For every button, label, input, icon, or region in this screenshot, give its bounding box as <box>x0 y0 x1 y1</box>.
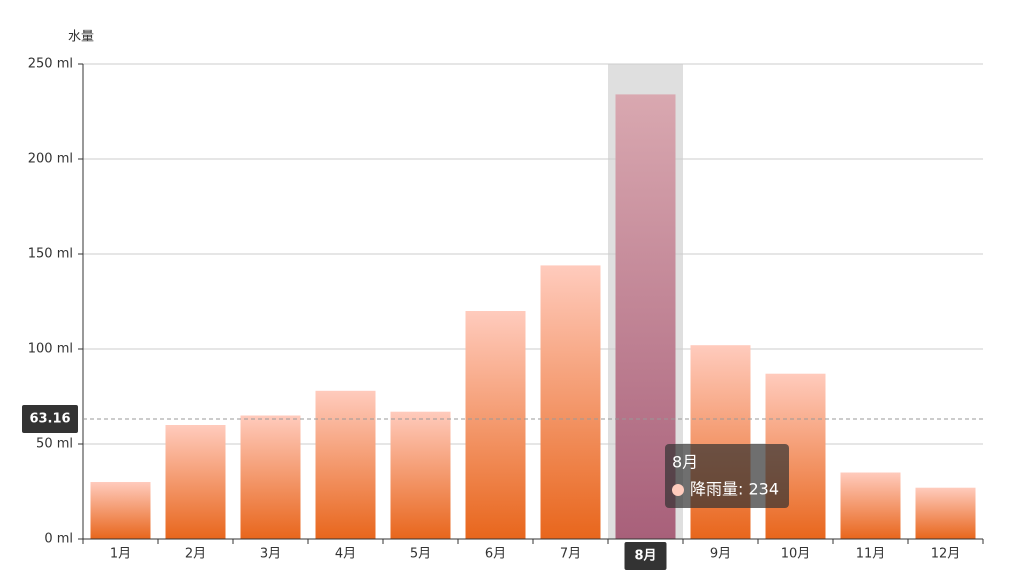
x-tick-label: 11月 <box>856 547 886 562</box>
bar <box>240 415 301 539</box>
tooltip-text: 降雨量: 234 <box>690 480 779 499</box>
tooltip-marker <box>672 484 684 496</box>
x-tick-label: 5月 <box>410 547 431 562</box>
y-axis-name: 水量 <box>68 30 94 45</box>
bar <box>390 411 451 539</box>
y-tick-label: 200 ml <box>28 152 73 167</box>
x-pointer-label-bg <box>624 542 667 570</box>
bar <box>465 311 526 539</box>
x-tick-label: 1月 <box>110 547 131 562</box>
x-tick-label: 8月 <box>634 549 656 564</box>
bar <box>165 425 226 539</box>
x-tick-label: 7月 <box>560 547 581 562</box>
bar <box>840 472 901 539</box>
x-tick-label: 2月 <box>185 547 206 562</box>
y-tick-label: 50 ml <box>36 437 73 452</box>
tooltip-title: 8月 <box>672 453 698 472</box>
y-tick-label: 100 ml <box>28 342 73 357</box>
bar <box>540 265 601 539</box>
x-tick-label: 4月 <box>335 547 356 562</box>
x-tick-label: 10月 <box>781 547 811 562</box>
x-tick-label: 9月 <box>710 547 731 562</box>
y-tick-label: 0 ml <box>44 532 73 547</box>
bar <box>315 390 376 539</box>
axis-pointer-label-bg <box>22 404 78 433</box>
bar <box>915 487 976 539</box>
y-tick-label: 150 ml <box>28 247 73 262</box>
bar <box>690 345 751 539</box>
y-tick-label: 250 ml <box>28 57 73 72</box>
bar <box>90 482 151 539</box>
x-tick-label: 6月 <box>485 547 506 562</box>
x-tick-label: 12月 <box>931 547 961 562</box>
axis-pointer-label: 63.16 <box>29 411 70 426</box>
x-tick-label: 3月 <box>260 547 281 562</box>
tooltip-bg <box>665 444 789 508</box>
